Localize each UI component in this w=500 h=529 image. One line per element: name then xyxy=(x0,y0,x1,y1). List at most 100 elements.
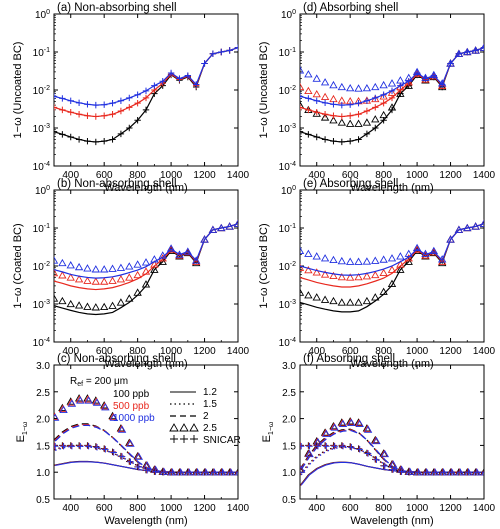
data-point xyxy=(438,79,447,87)
data-point xyxy=(54,93,58,100)
data-point xyxy=(431,469,439,476)
data-point xyxy=(404,249,413,257)
data-point xyxy=(67,97,74,104)
data-point xyxy=(166,245,176,253)
panel-f: (f) Absorbing shell 400 600 800 1000 1200 1400… xyxy=(261,353,496,527)
y-tick-label: 0.5 xyxy=(282,495,296,506)
data-point xyxy=(151,82,158,89)
x-tick-label: 1200 xyxy=(439,170,462,181)
data-point xyxy=(330,137,337,145)
series-line xyxy=(300,223,484,313)
data-point xyxy=(421,249,430,257)
data-point xyxy=(116,275,126,283)
panel-e: (e) Absorbing shell 400 600 800 1000 1200 1400… xyxy=(258,178,496,370)
data-point xyxy=(321,136,329,143)
data-point xyxy=(76,396,85,404)
x-tick-label: 400 xyxy=(308,503,325,514)
data-point xyxy=(209,50,217,57)
data-point xyxy=(66,261,75,269)
data-point xyxy=(354,84,363,92)
panel-title: (a) Non-absorbing shell xyxy=(57,2,177,14)
data-point xyxy=(329,271,338,280)
data-point xyxy=(362,272,372,280)
data-point xyxy=(446,235,455,243)
data-point xyxy=(396,260,405,268)
data-point xyxy=(175,250,184,258)
data-point xyxy=(337,118,346,126)
data-point xyxy=(54,256,59,264)
series xyxy=(300,219,484,306)
data-point xyxy=(338,419,348,428)
data-point xyxy=(465,469,472,476)
x-tick-label: 1400 xyxy=(473,503,496,514)
data-point xyxy=(74,275,84,283)
data-point xyxy=(100,302,109,311)
data-point xyxy=(471,222,480,230)
data-point xyxy=(387,103,397,111)
data-point xyxy=(83,302,92,310)
data-point xyxy=(66,299,75,308)
data-point xyxy=(304,86,313,95)
data-point xyxy=(337,82,346,91)
data-point xyxy=(362,118,372,126)
data-point xyxy=(372,436,381,445)
data-point xyxy=(379,287,388,295)
x-tick-label: 600 xyxy=(342,170,359,181)
data-point xyxy=(314,443,322,450)
data-point xyxy=(184,72,192,79)
data-point xyxy=(54,443,59,450)
data-point xyxy=(74,301,84,309)
data-point xyxy=(322,429,331,437)
data-point xyxy=(234,44,238,51)
data-point xyxy=(77,443,84,450)
data-point xyxy=(100,101,108,108)
data-point xyxy=(329,80,338,89)
y-tick-label: 2.5 xyxy=(282,388,296,399)
x-axis-label: Wavelength (nm) xyxy=(104,182,187,194)
data-point xyxy=(463,223,472,232)
y-tick-label: 10-3 xyxy=(33,123,50,135)
data-point xyxy=(362,296,372,305)
data-point xyxy=(380,91,387,98)
data-point xyxy=(380,449,390,458)
y-tick-label: 10-4 xyxy=(279,337,296,349)
series xyxy=(300,442,484,476)
data-point xyxy=(152,468,159,475)
data-point xyxy=(329,94,338,103)
data-point xyxy=(150,265,159,273)
data-point xyxy=(200,235,209,243)
data-point xyxy=(84,112,91,119)
data-point xyxy=(167,69,175,77)
x-tick-label: 1000 xyxy=(160,346,183,357)
panel-title: (b) Non-absorbing shell xyxy=(57,178,177,190)
data-point xyxy=(304,70,313,78)
data-point xyxy=(412,245,422,253)
y-tick-label: 10-1 xyxy=(33,223,50,235)
data-point xyxy=(372,124,379,132)
data-point xyxy=(312,89,321,98)
series-line xyxy=(300,446,484,476)
data-point xyxy=(84,101,91,108)
data-point xyxy=(396,252,405,260)
data-point xyxy=(192,257,201,265)
data-point xyxy=(396,265,405,273)
x-tick-label: 800 xyxy=(375,346,392,357)
data-point xyxy=(192,81,200,88)
x-tick-label: 400 xyxy=(62,503,79,514)
data-point xyxy=(379,255,388,263)
plot-frame xyxy=(53,364,239,500)
plot-area xyxy=(54,44,238,146)
series-line xyxy=(300,223,484,276)
x-tick-label: 1000 xyxy=(406,503,429,514)
x-axis-label: Wavelength (nm) xyxy=(104,358,187,370)
data-point xyxy=(346,83,355,92)
data-point xyxy=(346,273,355,281)
data-point xyxy=(219,469,226,476)
data-point xyxy=(429,70,438,79)
data-point xyxy=(54,128,58,135)
data-point xyxy=(371,270,380,279)
data-point xyxy=(329,296,338,305)
data-point xyxy=(217,223,226,232)
data-point xyxy=(312,252,321,260)
data-point xyxy=(415,469,422,476)
